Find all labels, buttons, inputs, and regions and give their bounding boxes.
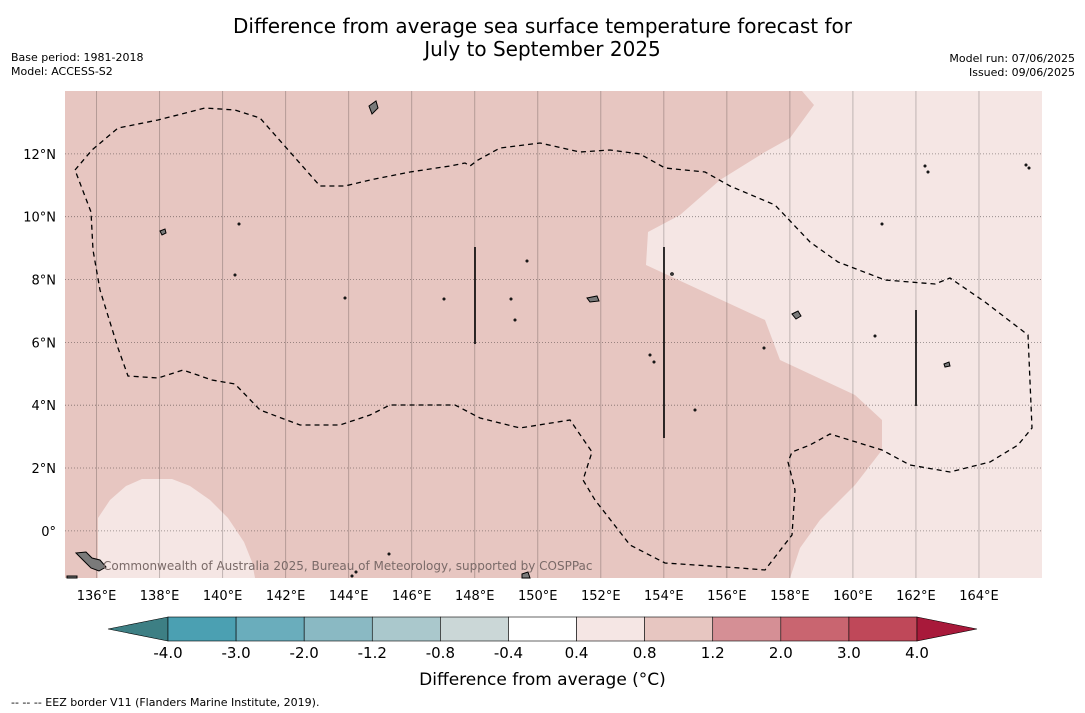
colorbar-swatch (303, 616, 373, 642)
colorbar-swatch (508, 616, 577, 642)
longitude-tick-label: 146°E (392, 589, 432, 604)
island-chuuk (586, 295, 600, 303)
colorbar-tick-label: -4.0 (153, 644, 183, 662)
longitude-tick-label: 148°E (455, 589, 495, 604)
map-title-line-1: Difference from average sea surface temp… (232, 14, 852, 38)
island-dot (442, 297, 446, 301)
longitude-tick-label: 154°E (644, 589, 684, 604)
island-dot (693, 408, 697, 412)
colorbar (107, 616, 978, 642)
island-dot (873, 334, 877, 338)
longitude-tick-label: 138°E (140, 589, 180, 604)
island-kosrae (943, 361, 951, 368)
longitude-tick-label: 160°E (833, 589, 873, 604)
eez-footnote: -- -- -- EEZ border V11 (Flanders Marine… (11, 696, 320, 709)
boundary-markers (474, 247, 917, 438)
longitude-tick-label: 156°E (707, 589, 747, 604)
colorbar-swatch (780, 616, 850, 642)
issued-label: Issued: 09/06/2025 (968, 66, 1075, 79)
latitude-tick-label: 10°N (23, 211, 56, 226)
island-manus (521, 571, 531, 579)
island-dot (387, 552, 391, 556)
eez-borders (74, 107, 1033, 571)
island-dot (670, 272, 674, 276)
land-masses (66, 100, 1031, 579)
colorbar-tick-label: 1.2 (700, 644, 725, 662)
copyright-watermark: Commonwealth of Australia 2025, Bureau o… (103, 559, 593, 573)
colorbar-tick-label: 2.0 (768, 644, 793, 662)
longitude-tick-label: 158°E (770, 589, 810, 604)
island-dot (926, 170, 930, 174)
colorbar-tick-label: -2.0 (289, 644, 319, 662)
colorbar-swatch (371, 616, 441, 642)
colorbar-swatch (848, 616, 918, 642)
base-period-label: Base period: 1981-2018 (11, 51, 144, 64)
colorbar-tick-label: 4.0 (905, 644, 929, 662)
map-title-line-2: July to September 2025 (424, 37, 661, 61)
island-dot (237, 222, 241, 226)
map-area (65, 91, 1042, 578)
island-dot (1024, 163, 1028, 167)
map-gridlines (65, 91, 1042, 578)
latitude-tick-label: 4°N (32, 399, 57, 414)
island-dot (652, 360, 656, 364)
longitude-tick-label: 140°E (203, 589, 243, 604)
colorbar-tick-label: 3.0 (836, 644, 861, 662)
longitude-tick-label: 164°E (959, 589, 999, 604)
colorbar-swatch (576, 616, 645, 642)
longitude-tick-label: 144°E (329, 589, 369, 604)
colorbar-title: Difference from average (°C) (419, 670, 666, 690)
model-label: Model: ACCESS-S2 (11, 65, 113, 78)
island-dot (525, 259, 529, 263)
colorbar-swatch (440, 616, 509, 642)
island-dot (233, 273, 237, 277)
colorbar-tick-label: -1.2 (357, 644, 387, 662)
latitude-tick-labels: 12°N 10°N 8°N 6°N 4°N 2°N 0° (23, 148, 56, 540)
island-pohnpei (791, 310, 802, 320)
island-dot (509, 297, 513, 301)
latitude-tick-label: 0° (41, 525, 56, 540)
latitude-tick-label: 2°N (32, 462, 57, 477)
island-coast-sw (66, 575, 78, 579)
latitude-tick-label: 8°N (32, 274, 57, 289)
colorbar-swatch (712, 616, 782, 642)
colorbar-extend-low (107, 616, 169, 642)
island-dot (923, 164, 927, 168)
longitude-tick-label: 150°E (518, 589, 558, 604)
anomaly-band-0-4-to-0-8-southwest (98, 479, 255, 578)
eez-border-fsm-west (74, 107, 1033, 571)
colorbar-tick-label: -0.4 (493, 644, 524, 662)
anomaly-band-0-4-to-0-8-east (646, 91, 1042, 578)
colorbar-swatch (235, 616, 305, 642)
longitude-tick-labels: 136°E 138°E 140°E 142°E 144°E 146°E 148°E 150°E… (77, 589, 999, 604)
island-dot (648, 353, 652, 357)
island-dot (762, 346, 766, 350)
longitude-tick-label: 136°E (77, 589, 117, 604)
longitude-tick-label: 152°E (581, 589, 621, 604)
colorbar-tick-label: -0.8 (425, 644, 455, 662)
island-palau-north (159, 228, 167, 236)
island-guam (368, 100, 379, 115)
colorbar-tick-label: -3.0 (221, 644, 251, 662)
island-dot (1027, 166, 1031, 170)
longitude-tick-label: 142°E (266, 589, 306, 604)
colorbar-tick-label: 0.4 (564, 644, 589, 662)
island-dot (350, 574, 354, 578)
island-dot (880, 222, 884, 226)
island-dot (354, 570, 358, 574)
model-run-label: Model run: 07/06/2025 (949, 52, 1075, 65)
colorbar-extend-high (916, 616, 978, 642)
colorbar-swatch (167, 616, 237, 642)
colorbar-tick-label: 0.8 (632, 644, 657, 662)
island-dot (343, 296, 347, 300)
latitude-tick-label: 12°N (23, 148, 56, 163)
island-new-guinea-coast (74, 551, 107, 572)
island-dot (513, 318, 517, 322)
colorbar-swatch (644, 616, 714, 642)
longitude-tick-label: 162°E (896, 589, 936, 604)
latitude-tick-label: 6°N (32, 336, 57, 351)
